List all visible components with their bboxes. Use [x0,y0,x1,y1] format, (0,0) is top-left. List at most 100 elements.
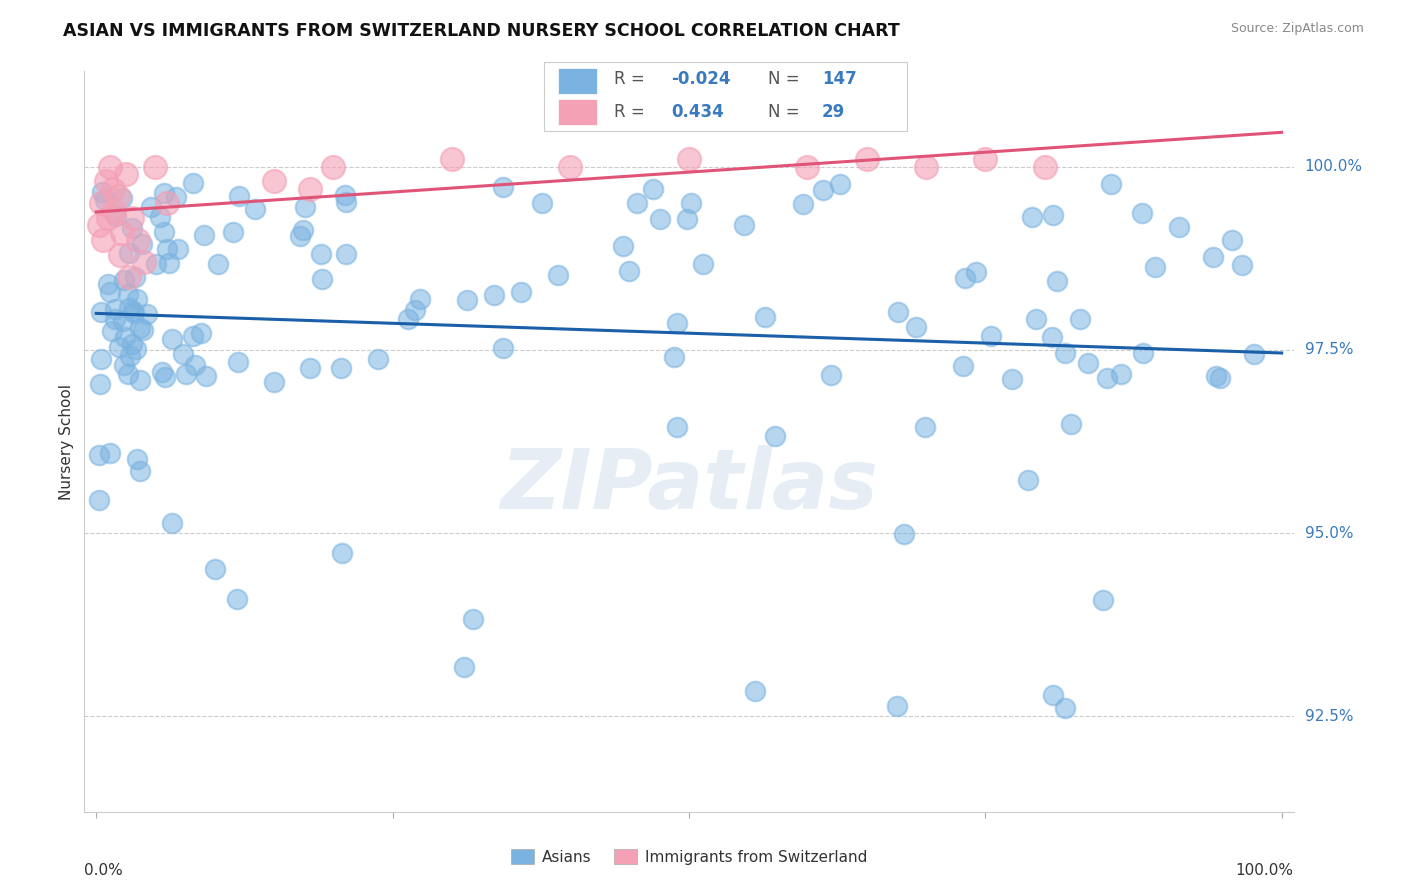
Point [100,324,122,338]
Point [1232,258,1254,272]
Point [1077,356,1099,370]
Point [952,359,974,374]
Point [1099,177,1122,191]
Point [263,375,285,389]
Point [121,303,143,318]
Point [664,350,686,364]
Point [204,562,226,576]
Point [165,190,187,204]
Point [1130,205,1153,219]
Point [1202,251,1225,265]
Point [692,257,714,271]
Point [91,233,114,247]
Point [1017,473,1039,487]
Point [612,239,634,253]
Point [1220,234,1243,248]
Text: Source: ZipAtlas.com: Source: ZipAtlas.com [1230,22,1364,36]
Point [174,367,197,381]
Point [222,225,245,239]
Point [97,277,120,291]
Point [322,160,344,174]
Point [149,210,172,224]
Point [1042,208,1064,222]
Text: N =: N = [768,103,799,121]
Point [333,188,356,202]
Point [228,189,250,203]
Bar [558,68,598,94]
Point [90,351,112,366]
Point [1054,701,1077,715]
Text: 29: 29 [823,103,845,121]
Point [104,311,127,326]
Point [1143,260,1166,275]
Point [678,153,700,167]
Point [121,221,143,235]
Point [98,446,121,460]
Point [190,326,212,341]
Text: ASIAN VS IMMIGRANTS FROM SWITZERLAND NURSERY SCHOOL CORRELATION CHART: ASIAN VS IMMIGRANTS FROM SWITZERLAND NUR… [63,22,900,40]
Point [94,174,117,188]
Point [828,178,851,192]
Point [118,301,141,315]
Point [676,211,699,226]
Point [103,203,125,218]
Point [129,465,152,479]
Point [243,202,266,216]
Point [112,358,135,372]
Bar [558,99,598,125]
Point [298,360,321,375]
Point [207,257,229,271]
Point [1054,346,1077,360]
Point [1040,330,1063,344]
Text: 97.5%: 97.5% [1305,343,1353,358]
Text: 0.0%: 0.0% [84,863,124,878]
Point [763,429,786,443]
Point [1046,274,1069,288]
Point [666,420,689,434]
Point [440,153,463,167]
Point [121,211,143,225]
Point [792,197,814,211]
Point [1205,368,1227,383]
Point [641,182,664,196]
Point [733,219,755,233]
Point [115,167,138,181]
Point [150,365,173,379]
Point [172,347,194,361]
Point [1001,372,1024,386]
Point [914,420,936,434]
Point [160,332,183,346]
Point [1168,219,1191,234]
Point [127,451,149,466]
Text: N =: N = [768,70,799,87]
Point [114,330,136,344]
Point [396,312,419,326]
Text: 100.0%: 100.0% [1236,863,1294,878]
Point [1033,160,1056,174]
Point [184,358,207,372]
Point [311,272,333,286]
Point [193,228,215,243]
Point [298,181,321,195]
Point [974,153,997,167]
Point [87,492,110,507]
Point [1109,368,1132,382]
Point [162,516,184,530]
Point [904,320,927,334]
Point [547,268,569,283]
Point [335,247,357,261]
Point [117,287,139,301]
Point [118,246,141,260]
Point [456,293,478,307]
Point [228,355,250,369]
Point [181,176,204,190]
Point [156,242,179,256]
Point [132,323,155,337]
Point [796,160,818,174]
Point [167,242,190,256]
Text: 92.5%: 92.5% [1305,709,1353,724]
Point [145,160,167,174]
Text: 95.0%: 95.0% [1305,525,1353,541]
Point [117,367,139,381]
Text: -0.024: -0.024 [671,70,730,87]
